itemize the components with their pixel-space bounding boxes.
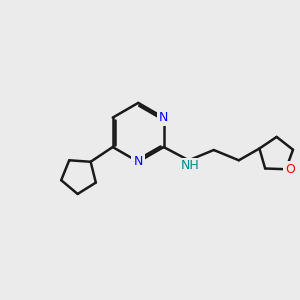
Text: NH: NH bbox=[181, 159, 200, 172]
Text: N: N bbox=[159, 111, 168, 124]
Text: O: O bbox=[285, 163, 295, 176]
Text: N: N bbox=[134, 155, 143, 168]
